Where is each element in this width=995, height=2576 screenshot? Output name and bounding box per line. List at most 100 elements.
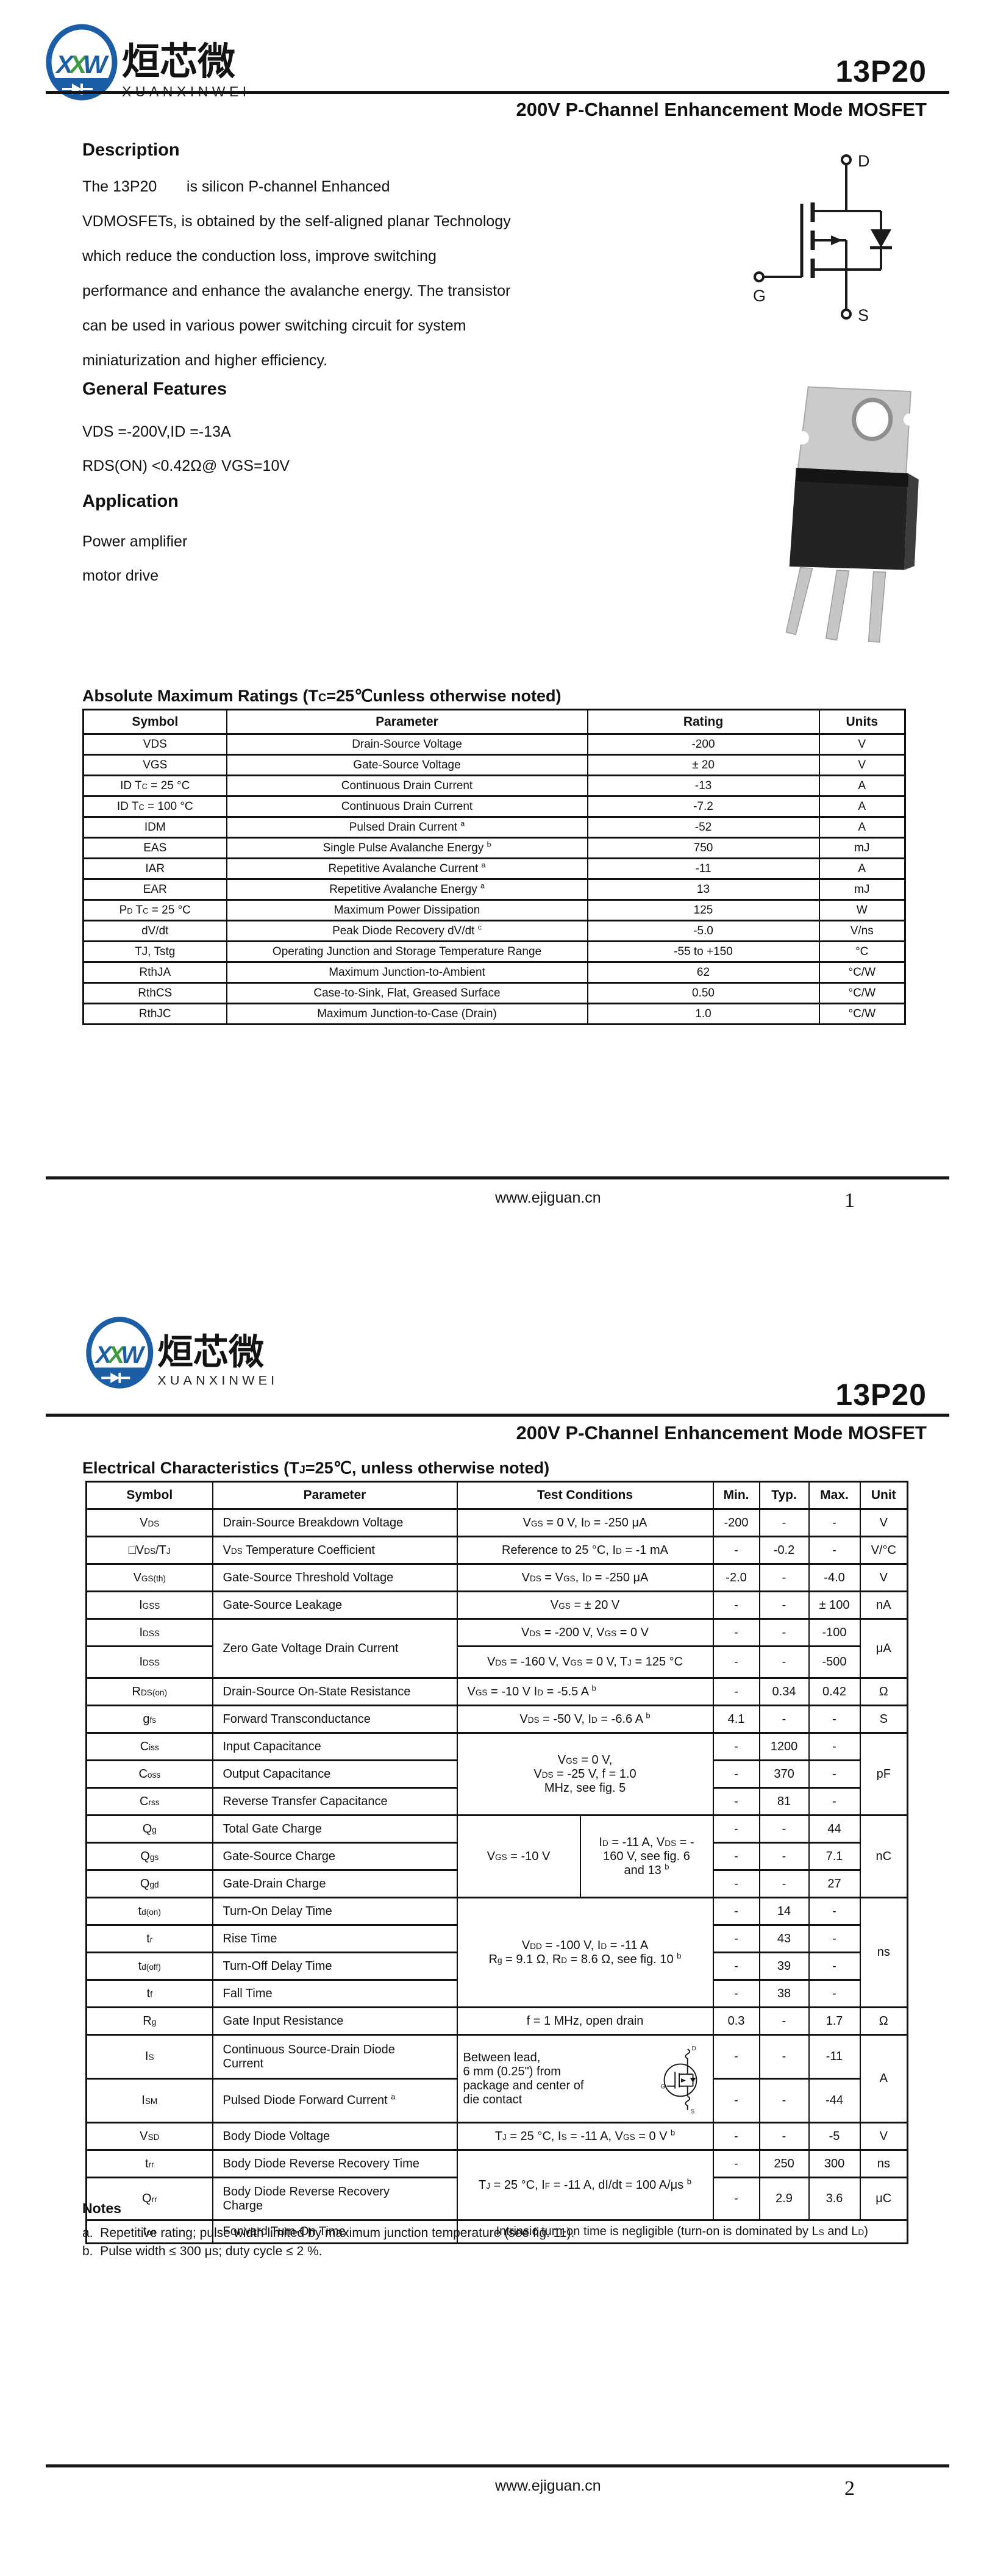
parameter-cell: Gate-Source Threshold Voltage [212, 1563, 458, 1592]
parameter-cell: Drain-Source On-State Resistance [212, 1677, 458, 1706]
typ-cell: 370 [758, 1759, 810, 1789]
footer-rule [46, 1176, 949, 1179]
electrical-characteristics-table: Symbol Parameter Test Conditions Min. Ty… [85, 1481, 909, 2244]
note-a: a. Repetitive rating; pulse width limite… [82, 2226, 575, 2240]
parameter-cell: Repetitive Avalanche Energy a [226, 878, 588, 901]
parameter-cell: Zero Gate Voltage Drain Current [212, 1618, 458, 1679]
unit-cell: nA [859, 1590, 908, 1620]
min-cell: - [712, 1759, 760, 1789]
table-row: IS Continuous Source-Drain Diode Current … [85, 2034, 908, 2123]
max-cell: ± 100 [808, 1590, 861, 1620]
header-rule [46, 1414, 949, 1417]
symbol-cell: VDS [82, 733, 227, 756]
unit-cell: μC [859, 2177, 908, 2221]
max-cell: - [808, 1924, 861, 1953]
table-row: VSD Body Diode Voltage TJ = 25 °C, IS = -1… [85, 2122, 908, 2151]
conditions-cell: VGS = 0 V, VDS = -25 V, f = 1.0 MHz, see… [456, 1732, 714, 1816]
mosfet-symbol-icon: D G S [753, 152, 892, 324]
col-test-conditions: Test Conditions [456, 1481, 714, 1510]
parameter-cell: Turn-On Delay Time [212, 1897, 458, 1926]
table-row: td(off) Turn-Off Delay Time -39- [85, 1952, 908, 1981]
parameter-cell: Turn-Off Delay Time [212, 1952, 458, 1981]
symbol-cell: Rg [85, 2006, 213, 2036]
max-cell: 1.7 [808, 2006, 861, 2036]
conditions-right-cell: ID = -11 A, VDS = - 160 V, see fig. 6 an… [579, 1814, 714, 1898]
table-row: PD TC = 25 °C Maximum Power Dissipation 12… [82, 899, 906, 921]
units-cell: W [818, 899, 906, 921]
max-cell: -5 [808, 2122, 861, 2151]
gate-label: G [753, 287, 766, 305]
table-row: tr Rise Time -43- [85, 1924, 908, 1953]
symbol-cell: Qrr [85, 2177, 213, 2221]
units-cell: V [818, 754, 906, 776]
max-cell: - [808, 1897, 861, 1926]
page-number: 1 [844, 1189, 855, 1212]
table-header-row: Symbol Parameter Rating Units [82, 709, 906, 735]
header-rule [46, 91, 949, 94]
description-paragraph: The 13P20 is silicon P-channel Enhanced … [82, 178, 511, 369]
parameter-cell: Continuous Drain Current [226, 795, 588, 818]
typ-cell: - [758, 1618, 810, 1647]
units-cell: A [818, 857, 906, 880]
symbol-cell: gfs [85, 1705, 213, 1734]
typ-cell: - [758, 2122, 810, 2151]
parameter-cell: Rise Time [212, 1924, 458, 1953]
min-cell: - [712, 1952, 760, 1981]
parameter-cell: Maximum Power Dissipation [226, 899, 588, 921]
parameter-cell: Pulsed Diode Forward Current a [212, 2078, 458, 2123]
table-row: ton Forward Turn-On Time Intrinsic turn-on… [85, 2219, 908, 2244]
conditions-cell: VDS = -200 V, VGS = 0 V [456, 1618, 714, 1647]
table-row: Qgs Gate-Source Charge - -7.1 [85, 1842, 908, 1871]
typ-cell: - [758, 2078, 810, 2123]
symbol-cell: □VDS/TJ [85, 1536, 213, 1565]
col-min: Min. [712, 1481, 760, 1510]
table-row: VGS(th) Gate-Source Threshold Voltage VDS … [85, 1563, 908, 1592]
min-cell: - [712, 1536, 760, 1565]
table-row: Ciss Input Capacitance VGS = 0 V, VDS = -2… [85, 1732, 908, 1816]
symbol-cell: Qg [85, 1814, 213, 1844]
min-cell: - [712, 2122, 760, 2151]
units-cell: A [818, 816, 906, 839]
typ-cell: 250 [758, 2149, 810, 2178]
symbol-cell: dV/dt [82, 920, 227, 942]
typ-cell: - [758, 1590, 810, 1620]
rating-cell: 125 [587, 899, 820, 921]
rating-cell: -200 [587, 733, 820, 756]
drain-label: D [858, 152, 870, 170]
electrical-characteristics-title: Electrical Characteristics (TJ=25℃, unle… [82, 1459, 550, 1477]
max-cell: - [808, 1787, 861, 1816]
typ-cell: - [758, 1563, 810, 1592]
symbol-cell: Qgs [85, 1842, 213, 1871]
units-cell: A [818, 775, 906, 797]
min-cell: - [712, 1897, 760, 1926]
conditions-cell: f = 1 MHz, open drain [456, 2006, 714, 2036]
parameter-cell: Maximum Junction-to-Ambient [226, 961, 588, 984]
conditions-cell: Between lead, 6 mm (0.25") from package … [456, 2034, 714, 2123]
typ-cell: - [758, 1869, 810, 1898]
application-item-1: Power amplifier [82, 533, 188, 550]
symbol-cell: VGS [82, 754, 227, 776]
table-row: EAS Single Pulse Avalanche Energy b 750 mJ [82, 837, 906, 859]
symbol-cell: RthCS [82, 982, 227, 1004]
min-cell: - [712, 1787, 760, 1816]
mosfet-symbol-diagram: D G S [741, 150, 930, 342]
logo-chinese-text: 烜芯微 [157, 1333, 264, 1372]
parameter-cell: Gate-Source Voltage [226, 754, 588, 776]
max-cell: -500 [808, 1645, 861, 1679]
rating-cell: ± 20 [587, 754, 820, 776]
logo-chinese-text: 烜芯微 [122, 41, 235, 83]
logo-monogram: XXW [95, 1342, 146, 1368]
symbol-cell: td(on) [85, 1897, 213, 1926]
conditions-cell: VDD = -100 V, ID = -11 A Rg = 9.1 Ω, RD … [456, 1897, 714, 2008]
table-row: ID TC = 100 °C Continuous Drain Current -7… [82, 795, 906, 818]
min-cell: - [712, 2078, 760, 2123]
parameter-cell: Total Gate Charge [212, 1814, 458, 1844]
page-2: XXW 烜芯微 XUANXINWEI 13P20 200V P-Channel … [0, 1288, 995, 2576]
table-row: td(on) Turn-On Delay Time VDD = -100 V, ID… [85, 1897, 908, 2008]
conditions-cell: VGS = -10 V ID = -5.5 A b [456, 1677, 714, 1706]
parameter-cell: Body Diode Reverse Recovery Charge [212, 2177, 458, 2221]
col-parameter: Parameter [212, 1481, 458, 1510]
units-cell: mJ [818, 837, 906, 859]
footer-website: www.ejiguan.cn [495, 2477, 601, 2494]
conditions-cell: TJ = 25 °C, IS = -11 A, VGS = 0 V b [456, 2122, 714, 2151]
